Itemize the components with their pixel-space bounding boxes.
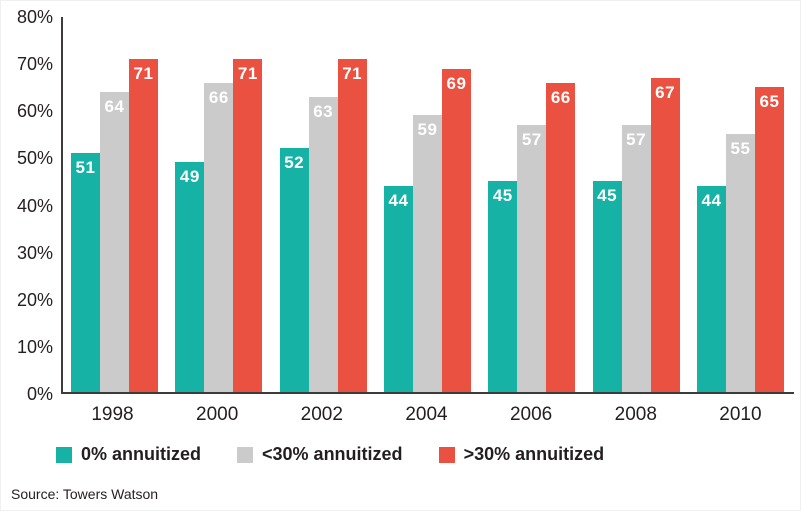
bar-value-label: 51	[75, 157, 96, 177]
bar-value-label: 69	[446, 73, 467, 93]
bar-value-label: 71	[237, 64, 258, 84]
y-tick-label: 70%	[16, 54, 53, 75]
bar: 51	[71, 152, 100, 392]
bar: 63	[308, 96, 338, 392]
bar: 71	[337, 59, 367, 392]
legend-swatch-icon	[237, 446, 254, 463]
legend-item: >30% annuitized	[438, 444, 605, 465]
bar: 55	[725, 134, 755, 392]
bar: 66	[546, 82, 576, 392]
y-tick-label: 30%	[16, 242, 53, 263]
plot-area: 51 64 71 49 66 71 52 63 71 44 59 69 45 57 66 45 57 67 44 55…	[61, 17, 794, 394]
bar-group-2006: 45 57 66	[488, 17, 576, 392]
y-tick-label: 40%	[16, 195, 53, 216]
bar-group-2008: 45 57 67	[592, 17, 680, 392]
bar-value-label: 63	[313, 101, 334, 121]
bar-groups: 51 64 71 49 66 71 52 63 71 44 59 69 45 57 66 45 57 67 44 55…	[63, 17, 794, 392]
x-tick-label: 2002	[300, 404, 343, 425]
legend-swatch-icon	[56, 446, 72, 463]
x-tick-label: 2010	[719, 404, 762, 425]
bar: 57	[621, 124, 651, 392]
bar: 49	[175, 162, 205, 392]
legend-label: 0% annuitized	[81, 444, 202, 464]
bar-value-label: 67	[655, 82, 676, 102]
x-tick-label: 2008	[614, 404, 657, 425]
x-tick-label: 2006	[509, 404, 553, 425]
bar: 64	[100, 92, 129, 392]
bar: 52	[279, 148, 309, 392]
bar-value-label: 44	[701, 190, 722, 210]
bar-value-label: 65	[759, 92, 780, 112]
bar-value-label: 49	[179, 167, 200, 187]
bar: 45	[592, 181, 622, 392]
y-tick-label: 0%	[26, 384, 53, 404]
bar-value-label: 64	[104, 97, 125, 116]
y-tick-label: 60%	[16, 101, 53, 122]
bar: 44	[696, 185, 726, 392]
bar-group-2004: 44 59 69	[383, 17, 471, 392]
bar: 66	[204, 82, 234, 392]
bar: 44	[383, 185, 413, 392]
bar-value-label: 59	[417, 120, 438, 140]
bar-value-label: 71	[342, 64, 363, 84]
bar: 71	[129, 59, 158, 392]
legend-item: 0% annuitized	[56, 444, 201, 465]
legend: 0% annuitized <30% annuitized >30% annuiti…	[56, 444, 604, 465]
y-tick-label: 50%	[16, 148, 53, 169]
y-tick-label: 20%	[16, 289, 53, 310]
bar: 65	[754, 87, 784, 392]
bar: 57	[517, 124, 547, 392]
bar: 45	[488, 181, 518, 392]
bar: 59	[412, 115, 442, 392]
bar-value-label: 45	[597, 186, 618, 206]
y-tick-label: 80%	[16, 7, 53, 27]
bar-group-2002: 52 63 71	[279, 17, 367, 392]
bar: 71	[233, 59, 263, 392]
x-axis: 1998 2000 2002 2004 2006 2008 2010	[61, 404, 794, 426]
legend-swatch-icon	[438, 446, 455, 463]
bar-value-label: 66	[550, 87, 571, 107]
y-axis: 80% 70% 60% 50% 40% 30% 20% 10% 0%	[1, 8, 53, 403]
bar-value-label: 52	[284, 153, 305, 173]
x-tick-label: 2000	[196, 404, 239, 425]
x-tick-label: 1998	[91, 404, 134, 425]
x-tick-label: 2004	[405, 404, 448, 425]
bar-group-2010: 44 55 65	[696, 17, 784, 392]
bar-value-label: 66	[208, 87, 229, 107]
legend-label: <30% annuitized	[262, 444, 403, 464]
bar-value-label: 45	[492, 186, 513, 206]
y-tick-label: 10%	[16, 336, 53, 357]
source-note: Source: Towers Watson	[11, 486, 159, 502]
bar-value-label: 57	[626, 129, 647, 149]
legend-label: >30% annuitized	[463, 444, 605, 464]
bar-group-1998: 51 64 71	[71, 17, 158, 392]
bar-value-label: 71	[133, 64, 154, 84]
bar: 67	[650, 77, 680, 392]
bar: 69	[441, 68, 471, 392]
bar-value-label: 57	[521, 129, 542, 149]
bar-group-2000: 49 66 71	[175, 17, 263, 392]
bar-value-label: 44	[388, 190, 409, 210]
bar-value-label: 55	[730, 139, 751, 159]
legend-item: <30% annuitized	[237, 444, 403, 465]
